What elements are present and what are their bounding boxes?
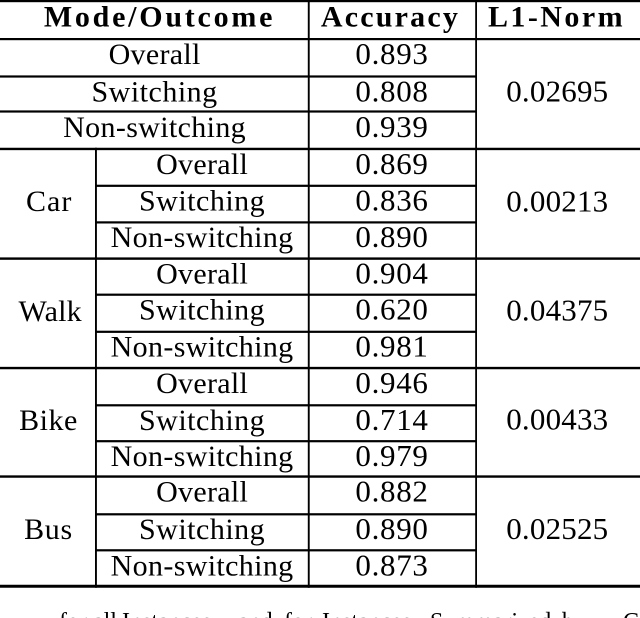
svg-text:Ca: Ca [623, 609, 640, 618]
svg-text:0.873: 0.873 [355, 547, 428, 582]
svg-text:Overall: Overall [156, 367, 248, 400]
svg-text:0.808: 0.808 [355, 73, 428, 108]
svg-text:for all: for all [59, 609, 117, 618]
svg-text:Car: Car [26, 185, 72, 218]
svg-text:0.979: 0.979 [355, 438, 428, 473]
svg-text:for: for [284, 609, 312, 618]
svg-text:by: by [562, 609, 586, 618]
svg-text:Overall: Overall [109, 38, 201, 71]
svg-text:Non-switching: Non-switching [111, 440, 294, 473]
svg-text:0.946: 0.946 [355, 365, 428, 400]
svg-text:Non-switching: Non-switching [111, 549, 294, 582]
svg-text:0.904: 0.904 [355, 255, 428, 290]
svg-text:0.02525: 0.02525 [506, 511, 608, 546]
svg-text:Accuracy: Accuracy [321, 0, 460, 33]
svg-text:0.836: 0.836 [355, 183, 428, 218]
svg-text:Switching: Switching [92, 75, 218, 108]
svg-text:0.869: 0.869 [355, 146, 428, 181]
svg-text:0.714: 0.714 [355, 402, 428, 437]
svg-text:0.893: 0.893 [355, 36, 428, 71]
svg-text:0.04375: 0.04375 [506, 293, 608, 328]
svg-text:Summarized: Summarized [430, 609, 551, 618]
svg-text:0.890: 0.890 [355, 219, 428, 254]
svg-text:Walk: Walk [19, 295, 82, 328]
svg-text:Overall: Overall [156, 148, 248, 181]
svg-text:Non-switching: Non-switching [111, 221, 294, 254]
svg-text:0.620: 0.620 [355, 292, 428, 327]
svg-text:0.00213: 0.00213 [506, 184, 608, 219]
svg-text:Bike: Bike [19, 404, 78, 437]
svg-text:0.981: 0.981 [355, 329, 428, 364]
svg-text:Instances,: Instances, [122, 609, 217, 618]
svg-text:Mode/Outcome: Mode/Outcome [44, 0, 275, 33]
svg-text:L1-Norm: L1-Norm [488, 0, 625, 33]
svg-text:Switching: Switching [139, 513, 265, 546]
svg-text:Switching: Switching [139, 404, 265, 437]
svg-text:Instances: Instances [322, 609, 411, 618]
svg-text:Overall: Overall [156, 475, 248, 508]
svg-text:0.882: 0.882 [355, 473, 428, 508]
svg-text:Non-switching: Non-switching [111, 331, 294, 364]
svg-text:Switching: Switching [139, 185, 265, 218]
svg-text:Bus: Bus [24, 513, 73, 546]
svg-text:0.939: 0.939 [355, 109, 428, 144]
svg-text:Switching: Switching [139, 294, 265, 327]
svg-text:Overall: Overall [156, 257, 248, 290]
svg-text:0.02695: 0.02695 [506, 73, 608, 108]
svg-text:0.890: 0.890 [355, 511, 428, 546]
svg-text:0.00433: 0.00433 [506, 402, 608, 437]
svg-text:and: and [238, 609, 273, 618]
svg-text:Non-switching: Non-switching [63, 111, 246, 144]
